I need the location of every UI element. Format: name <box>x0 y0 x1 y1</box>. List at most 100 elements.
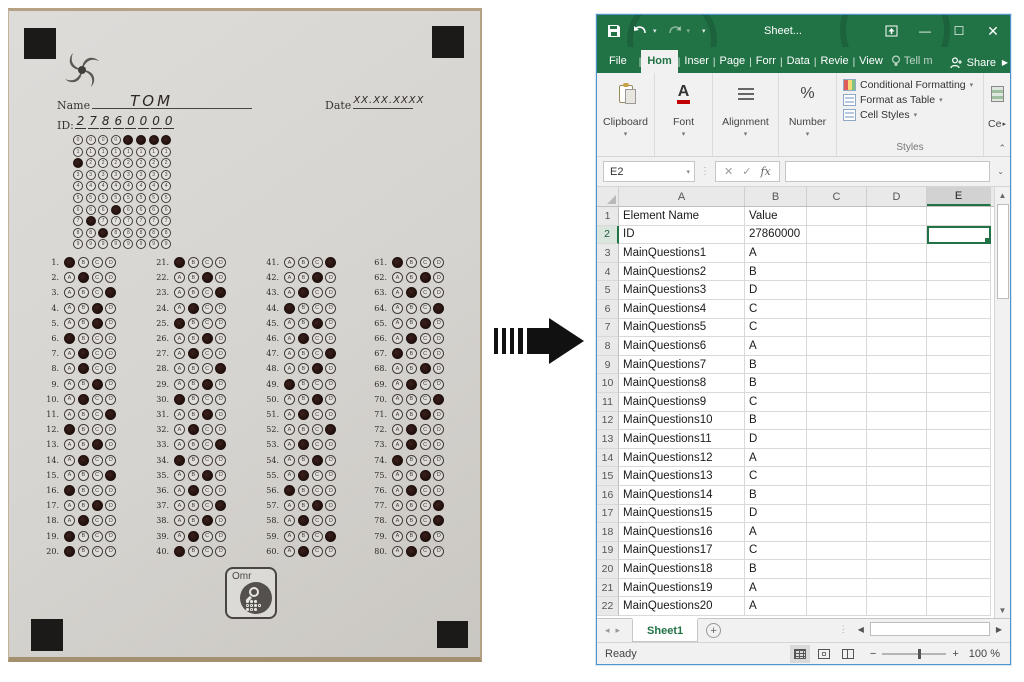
cell-D3[interactable] <box>867 244 927 263</box>
cell-E1[interactable] <box>927 207 991 226</box>
page-layout-view-button[interactable] <box>814 645 834 663</box>
cell-B4[interactable]: B <box>745 262 807 282</box>
cell-E8[interactable] <box>927 337 991 356</box>
cell-B8[interactable]: A <box>745 337 807 356</box>
cell-B21[interactable]: A <box>745 578 807 598</box>
cell-C18[interactable] <box>807 523 867 542</box>
cell-C14[interactable] <box>807 448 867 468</box>
row-header-6[interactable]: 6 <box>597 299 619 319</box>
redo-button[interactable] <box>667 25 682 38</box>
redo-dropdown[interactable]: ▾ <box>686 28 691 35</box>
zoom-slider[interactable] <box>882 648 947 659</box>
cell-C11[interactable] <box>807 392 867 412</box>
cell-D15[interactable] <box>867 467 927 486</box>
name-box[interactable]: E2 ▾ <box>603 161 695 182</box>
cell-B12[interactable]: B <box>745 411 807 431</box>
row-header-5[interactable]: 5 <box>597 281 619 300</box>
vertical-scrollbar[interactable]: ▲ ▼ <box>994 187 1010 618</box>
cell-D16[interactable] <box>867 485 927 505</box>
cell-A6[interactable]: MainQuestions4 <box>619 299 745 319</box>
row-header-8[interactable]: 8 <box>597 337 619 356</box>
cell-D11[interactable] <box>867 392 927 412</box>
cell-D13[interactable] <box>867 430 927 449</box>
zoom-in-button[interactable]: + <box>952 647 959 660</box>
normal-view-button[interactable] <box>789 644 810 663</box>
cell-A15[interactable]: MainQuestions13 <box>619 467 745 486</box>
cell-B19[interactable]: C <box>745 541 807 561</box>
confirm-entry-icon[interactable]: ✓ <box>742 166 752 178</box>
row-header-7[interactable]: 7 <box>597 318 619 338</box>
cell-B22[interactable]: A <box>745 597 807 617</box>
ribbon-tab-data[interactable]: Data <box>786 55 810 67</box>
sheet-tab-sheet1[interactable]: Sheet1 <box>632 618 699 642</box>
cell-D1[interactable] <box>867 207 927 226</box>
cell-A18[interactable]: MainQuestions16 <box>619 523 745 542</box>
ribbon-tab-view[interactable]: View <box>859 55 883 67</box>
cell-A17[interactable]: MainQuestions15 <box>619 504 745 524</box>
ribbon-tab-page[interactable]: Page <box>719 55 746 67</box>
column-header-A[interactable]: A <box>619 187 745 206</box>
insert-function-icon[interactable]: fx <box>760 165 771 178</box>
minimize-button[interactable]: — <box>919 24 931 38</box>
cell-C10[interactable] <box>807 374 867 393</box>
conditional-formatting-button[interactable]: Conditional Formatting ▾ <box>843 79 983 91</box>
new-sheet-button[interactable]: + <box>706 623 722 638</box>
close-button[interactable]: ✕ <box>987 22 999 39</box>
cell-B20[interactable]: B <box>745 560 807 579</box>
cell-E9[interactable] <box>927 355 991 375</box>
cell-A9[interactable]: MainQuestions7 <box>619 355 745 375</box>
cell-C8[interactable] <box>807 337 867 356</box>
row-header-4[interactable]: 4 <box>597 262 619 282</box>
alignment-dropdown[interactable]: ▾ <box>743 131 748 138</box>
cell-C21[interactable] <box>807 578 867 598</box>
cell-B6[interactable]: C <box>745 299 807 319</box>
cell-D12[interactable] <box>867 411 927 431</box>
expand-formula-bar-chevron[interactable]: ⌄ <box>997 167 1004 176</box>
cell-C1[interactable] <box>807 207 867 226</box>
cell-styles-button[interactable]: Cell Styles ▾ <box>843 109 983 121</box>
cell-C6[interactable] <box>807 299 867 319</box>
cell-E21[interactable] <box>927 578 991 598</box>
tab-scroll-splitter[interactable]: ⋮ <box>838 623 848 634</box>
cell-E4[interactable] <box>927 262 991 282</box>
cell-D14[interactable] <box>867 448 927 468</box>
row-header-3[interactable]: 3 <box>597 244 619 263</box>
cell-C9[interactable] <box>807 355 867 375</box>
column-header-B[interactable]: B <box>745 187 807 206</box>
cell-B2[interactable]: 27860000 <box>745 225 807 245</box>
cell-C13[interactable] <box>807 430 867 449</box>
cell-B7[interactable]: C <box>745 318 807 338</box>
cell-E11[interactable] <box>927 392 991 412</box>
cell-A22[interactable]: MainQuestions20 <box>619 597 745 617</box>
cell-C12[interactable] <box>807 411 867 431</box>
cell-D6[interactable] <box>867 299 927 319</box>
tab-tell-me[interactable]: Tell m <box>887 50 937 73</box>
ribbon-group-cells-partial[interactable]: Ce ▸ <box>984 73 1010 156</box>
cell-B9[interactable]: B <box>745 355 807 375</box>
cell-C5[interactable] <box>807 281 867 300</box>
column-header-C[interactable]: C <box>807 187 867 206</box>
cell-A19[interactable]: MainQuestions17 <box>619 541 745 561</box>
cell-E15[interactable] <box>927 467 991 486</box>
undo-button[interactable] <box>633 25 648 38</box>
scroll-up-arrow[interactable]: ▲ <box>998 190 1007 200</box>
cell-D9[interactable] <box>867 355 927 375</box>
row-header-11[interactable]: 11 <box>597 392 619 412</box>
cell-D2[interactable] <box>867 225 927 245</box>
cell-B15[interactable]: C <box>745 467 807 486</box>
maximize-button[interactable]: ☐ <box>953 24 965 38</box>
column-header-D[interactable]: D <box>867 187 927 206</box>
cell-A10[interactable]: MainQuestions8 <box>619 374 745 393</box>
cell-E20[interactable] <box>927 560 991 579</box>
ribbon-tab-revie[interactable]: Revie <box>820 55 849 67</box>
cell-D21[interactable] <box>867 578 927 598</box>
cell-E14[interactable] <box>927 448 991 468</box>
sheet-nav-arrows[interactable]: ◂▸ <box>605 625 627 635</box>
row-header-2[interactable]: 2 <box>597 225 619 245</box>
ribbon-display-options-button[interactable] <box>874 15 908 47</box>
cell-B14[interactable]: A <box>745 448 807 468</box>
cell-A12[interactable]: MainQuestions10 <box>619 411 745 431</box>
cell-E5[interactable] <box>927 281 991 300</box>
row-header-22[interactable]: 22 <box>597 597 619 617</box>
cell-B17[interactable]: D <box>745 504 807 524</box>
